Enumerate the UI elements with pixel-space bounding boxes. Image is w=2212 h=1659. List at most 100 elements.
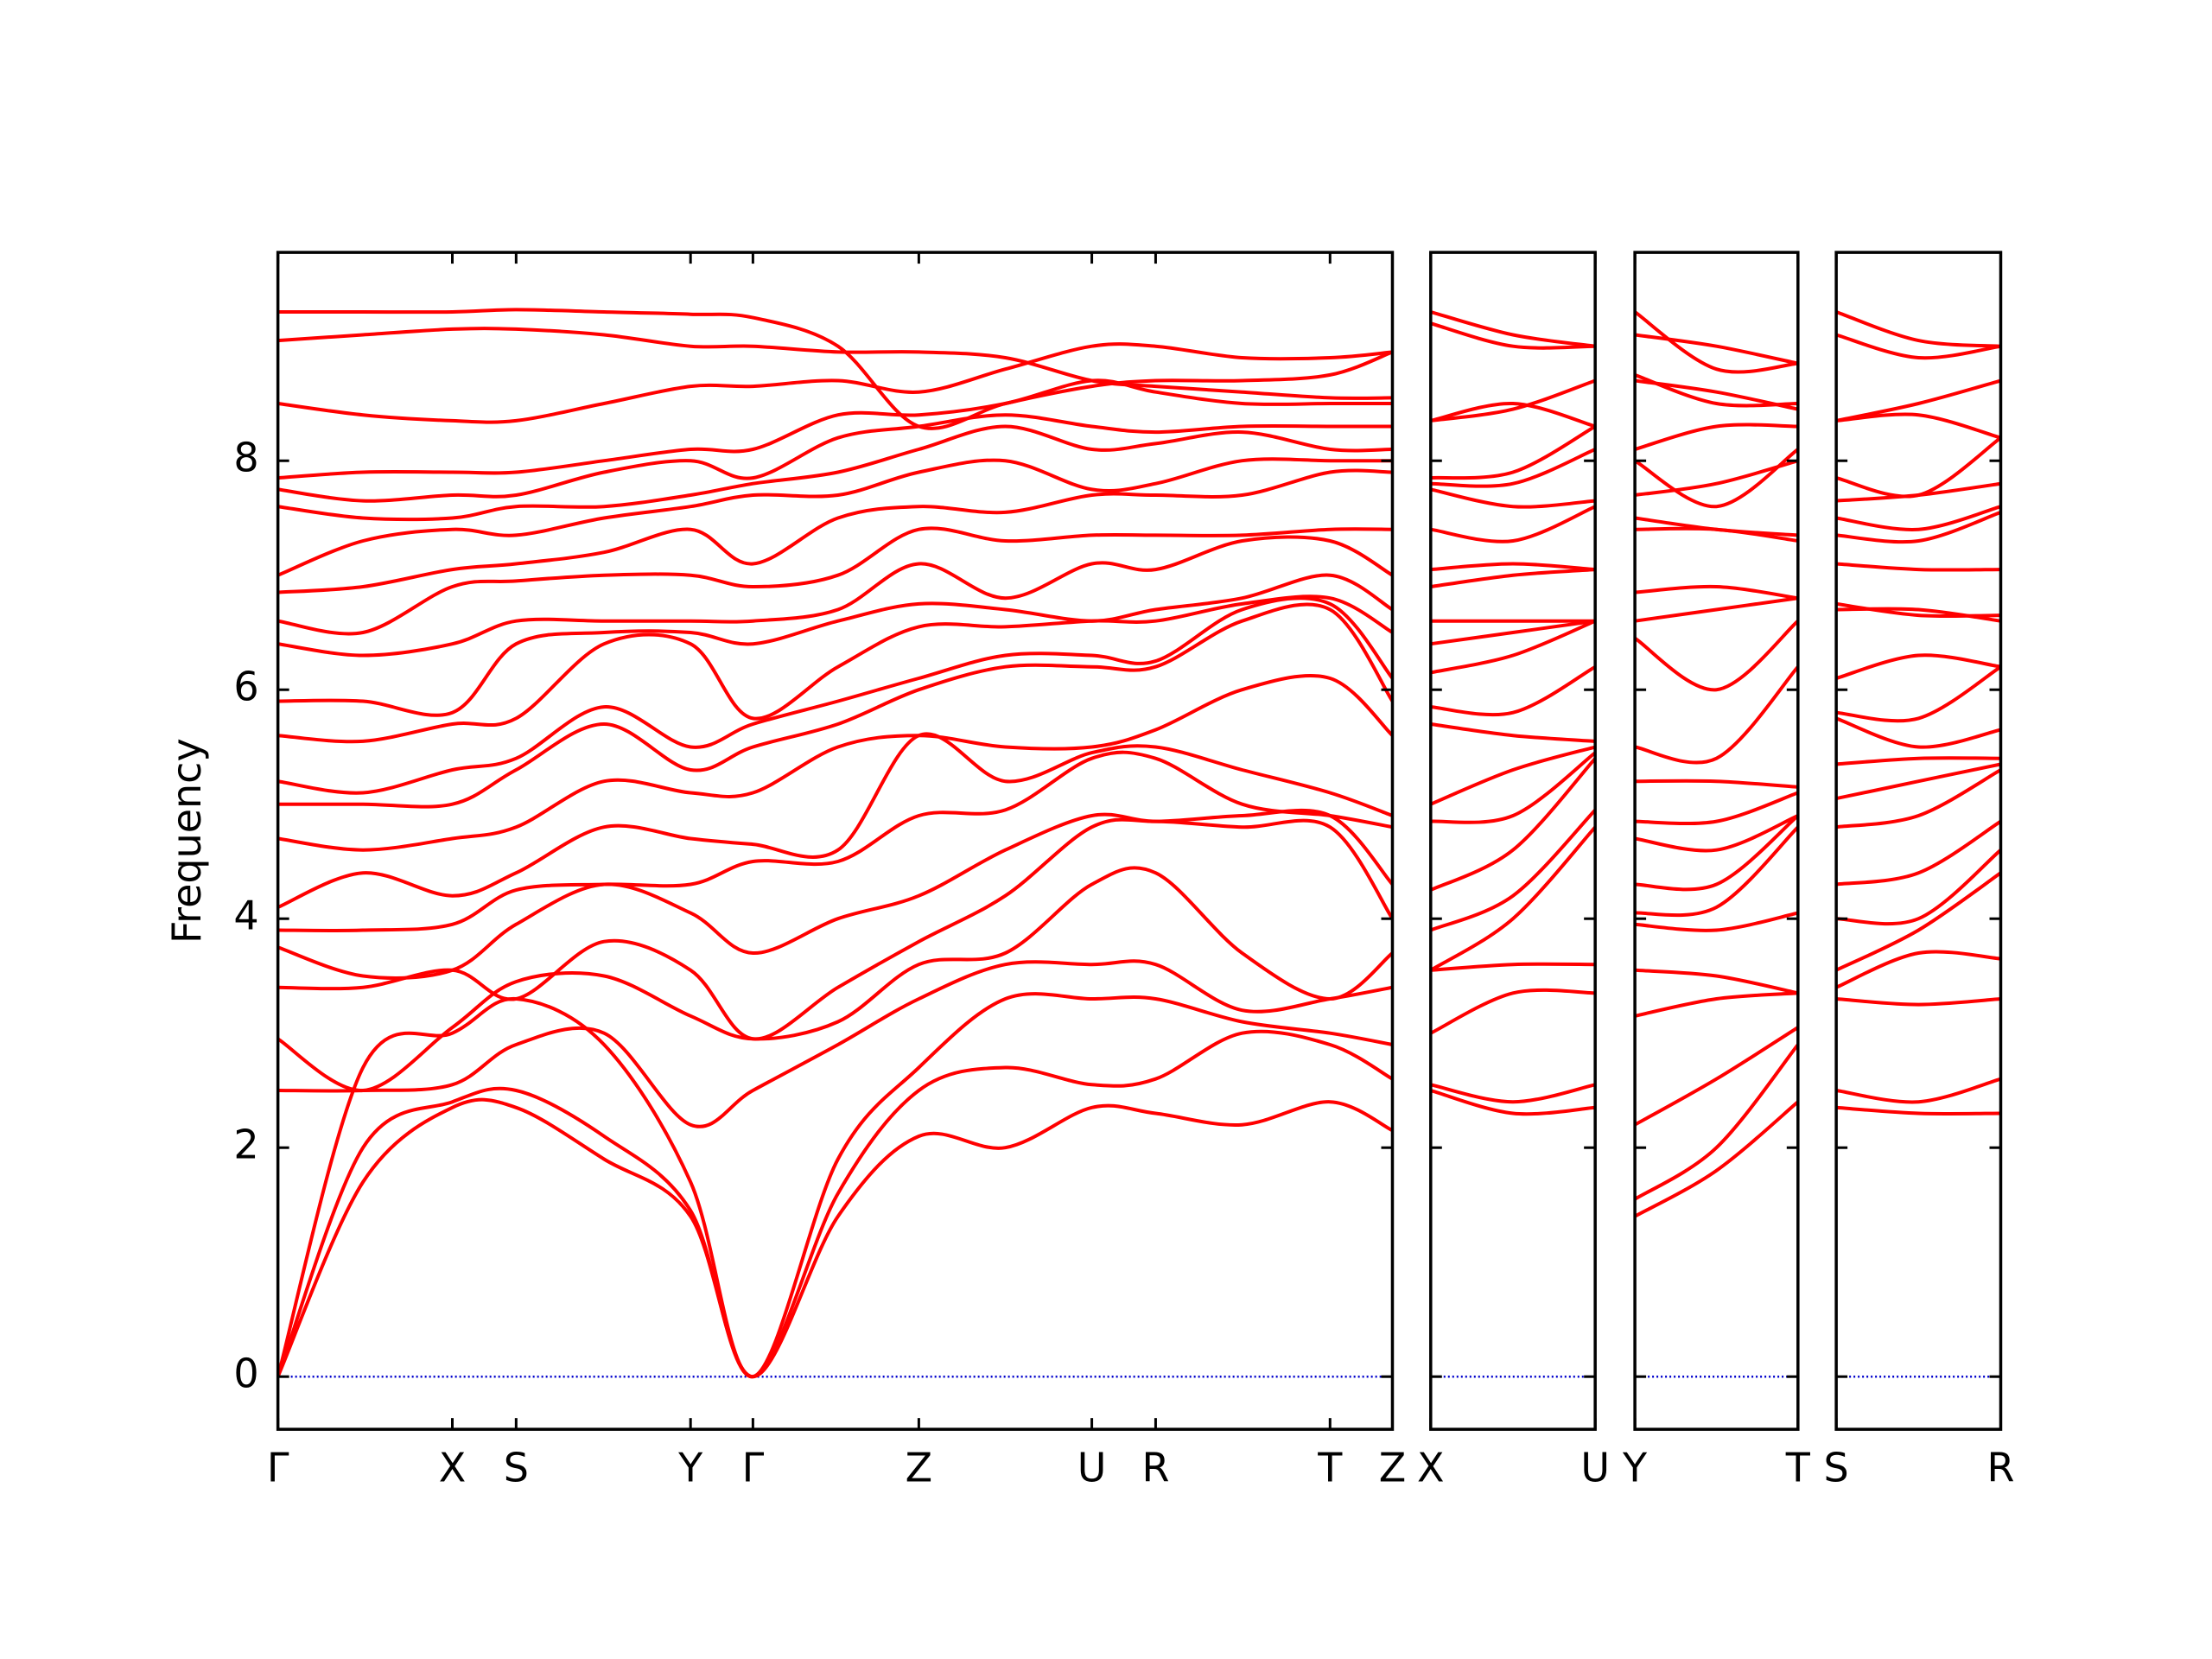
band-line [1430, 757, 1596, 892]
band-line [277, 732, 1393, 909]
band-line [1430, 487, 1596, 509]
x-tick-label: T [1317, 1445, 1343, 1491]
band-line [1836, 768, 2001, 830]
x-tick-label: S [1824, 1445, 1849, 1491]
x-tick-label: U [1077, 1445, 1107, 1491]
x-tick-label: Z [1379, 1445, 1407, 1491]
band-line [1836, 762, 2001, 801]
band-line [1430, 664, 1596, 717]
band-line [1836, 505, 2001, 531]
band-line [1836, 819, 2001, 887]
x-tick-label: Γ [742, 1445, 765, 1491]
band-line [277, 992, 1393, 1379]
band-line [1836, 601, 2001, 619]
band-line [1836, 871, 2001, 972]
band-line [1836, 665, 2001, 723]
band-line [1430, 505, 1596, 543]
band-line [1836, 412, 2001, 440]
band-line [277, 573, 1393, 717]
band-line [1635, 991, 1798, 1018]
plot-frame [1834, 251, 2003, 1431]
band-line [1836, 1105, 2001, 1116]
band-line [1635, 814, 1798, 853]
plot-frame [1429, 251, 1597, 1431]
band-line [1430, 619, 1596, 646]
band-line [1430, 424, 1596, 480]
band-line [1430, 448, 1596, 488]
x-tick-label: T [1785, 1445, 1811, 1491]
band-line [277, 457, 1393, 577]
band-line [1836, 716, 2001, 749]
band-line [1430, 809, 1596, 932]
y-tick-label: 0 [233, 1351, 258, 1397]
y-axis-label: Frequency [163, 738, 210, 944]
band-line [1430, 562, 1596, 572]
x-tick-label: Y [677, 1445, 703, 1491]
band-line [277, 1097, 1393, 1379]
band-line [1430, 745, 1596, 806]
band-line [1836, 756, 2001, 766]
x-tick-label: Γ [267, 1445, 289, 1491]
band-line [1430, 1089, 1596, 1116]
band-line [1430, 310, 1596, 348]
x-tick-label: R [1141, 1445, 1169, 1491]
band-line [1836, 511, 2001, 544]
band-line [1430, 962, 1596, 972]
band-line [277, 673, 1393, 852]
band-line [277, 378, 1393, 480]
band-line [1635, 1026, 1798, 1127]
band-line [277, 413, 1393, 503]
plot-frame [276, 251, 1395, 1431]
band-line [1836, 378, 2001, 423]
plot-frame [1633, 251, 1800, 1431]
y-tick-label: 8 [233, 435, 258, 481]
band-line [1635, 373, 1798, 408]
band-line [1836, 997, 2001, 1007]
band-line [1635, 968, 1798, 995]
band-line [277, 959, 1393, 1128]
band-line [1836, 333, 2001, 360]
band-line [1836, 849, 2001, 926]
band-line [1836, 1077, 2001, 1104]
x-tick-label: U [1580, 1445, 1610, 1491]
band-line [1635, 1043, 1798, 1201]
band-line [1635, 516, 1798, 537]
band-line [1635, 584, 1798, 601]
band-line [1635, 310, 1798, 374]
band-line [277, 342, 1393, 424]
band-line [277, 594, 1393, 744]
band-line [1430, 825, 1596, 972]
band-line [1635, 620, 1798, 692]
band-line [277, 602, 1393, 809]
band-line [1635, 665, 1798, 765]
band-line [1635, 911, 1798, 932]
band-line [1836, 436, 2001, 499]
band-line [277, 866, 1393, 1093]
band-line [1430, 1083, 1596, 1104]
band-line [1836, 653, 2001, 680]
band-line [1430, 722, 1596, 743]
x-tick-label: Y [1622, 1445, 1648, 1491]
band-line [1430, 401, 1596, 429]
band-line [277, 424, 1393, 522]
band-line [1430, 988, 1596, 1035]
band-line [1836, 607, 2001, 623]
band-line [1430, 568, 1596, 588]
band-line [1836, 310, 2001, 348]
y-tick-label: 2 [233, 1122, 258, 1168]
band-line [1635, 825, 1798, 918]
band-line [1836, 950, 2001, 989]
x-tick-label: Z [906, 1445, 933, 1491]
band-line [1430, 751, 1596, 824]
x-tick-label: X [439, 1445, 467, 1491]
band-line [277, 308, 1393, 430]
band-line [277, 327, 1393, 400]
x-tick-label: S [504, 1445, 529, 1491]
band-line [277, 1029, 1393, 1379]
band-line [1635, 333, 1798, 365]
band-line [1635, 791, 1798, 826]
band-line [1430, 321, 1596, 350]
band-line [277, 596, 1393, 795]
band-line [277, 468, 1393, 594]
